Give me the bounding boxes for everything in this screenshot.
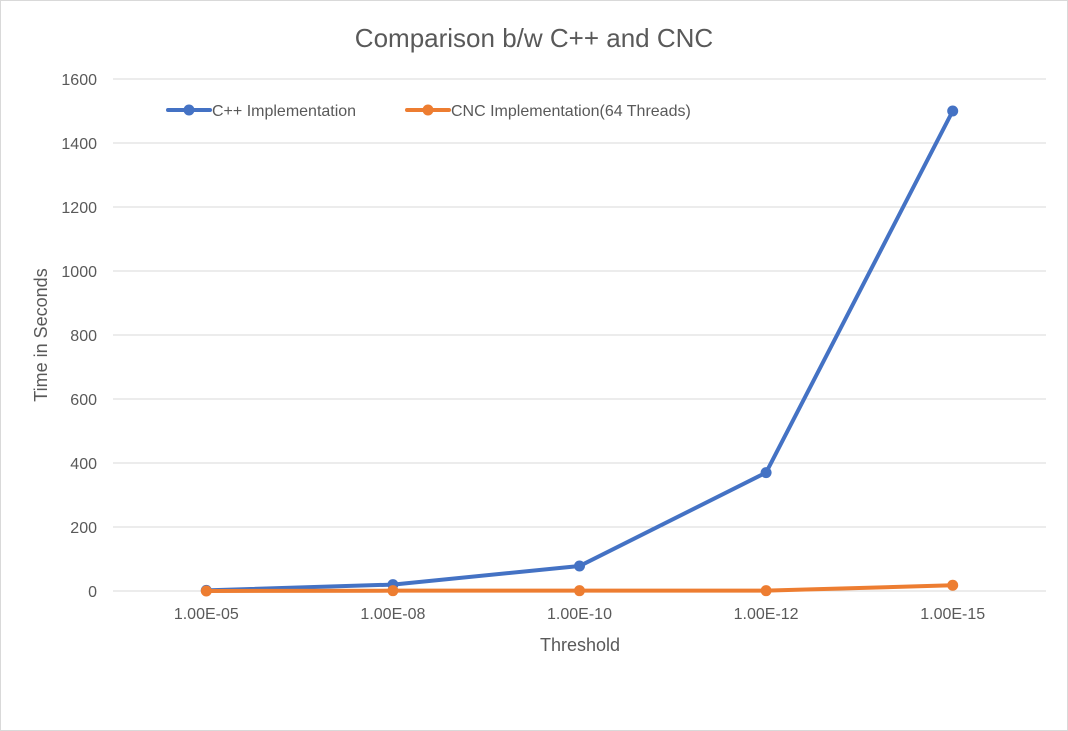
legend-swatch-marker bbox=[422, 104, 434, 116]
x-tick-label: 1.00E-15 bbox=[920, 606, 985, 623]
series-layer bbox=[200, 105, 959, 597]
y-tick-label: 1600 bbox=[61, 72, 97, 89]
data-point bbox=[947, 105, 959, 117]
legend-item: CNC Implementation(64 Threads) bbox=[405, 103, 691, 120]
legend-swatch-marker bbox=[183, 104, 195, 116]
y-tick-label: 1000 bbox=[61, 264, 97, 281]
data-point bbox=[574, 585, 585, 597]
legend-item: C++ Implementation bbox=[166, 103, 356, 120]
x-axis-ticks: 1.00E-05 1.00E-08 1.00E-10 1.00E-12 1.00E-15 bbox=[174, 606, 985, 623]
data-point bbox=[760, 467, 772, 479]
x-tick-label: 1.00E-08 bbox=[360, 606, 425, 623]
y-axis-ticks: 0 200 400 600 800 1000 1200 1400 1600 bbox=[61, 72, 97, 601]
y-tick-label: 1200 bbox=[61, 200, 97, 217]
y-tick-label: 800 bbox=[70, 328, 97, 345]
legend-label: C++ Implementation bbox=[212, 103, 356, 120]
data-point bbox=[947, 579, 959, 591]
gridlines bbox=[113, 78, 1046, 592]
x-tick-label: 1.00E-12 bbox=[734, 606, 799, 623]
y-axis-title: Time in Seconds bbox=[31, 268, 51, 401]
data-point bbox=[387, 585, 399, 597]
data-point bbox=[574, 560, 585, 572]
y-tick-label: 200 bbox=[70, 520, 97, 537]
y-tick-label: 1400 bbox=[61, 136, 97, 153]
data-point bbox=[760, 585, 772, 597]
x-tick-label: 1.00E-10 bbox=[547, 606, 612, 623]
y-tick-label: 400 bbox=[70, 456, 97, 473]
y-tick-label: 0 bbox=[88, 584, 97, 601]
legend: C++ Implementation CNC Implementation(64 … bbox=[166, 103, 691, 120]
series-1 bbox=[200, 105, 959, 596]
series-2 bbox=[200, 579, 959, 597]
legend-label: CNC Implementation(64 Threads) bbox=[451, 103, 691, 120]
x-tick-label: 1.00E-05 bbox=[174, 606, 239, 623]
x-axis-title: Threshold bbox=[540, 635, 620, 655]
chart-title: Comparison b/w C++ and CNC bbox=[355, 23, 713, 53]
series-line bbox=[204, 109, 955, 593]
data-point bbox=[200, 585, 212, 597]
y-tick-label: 600 bbox=[70, 392, 97, 409]
